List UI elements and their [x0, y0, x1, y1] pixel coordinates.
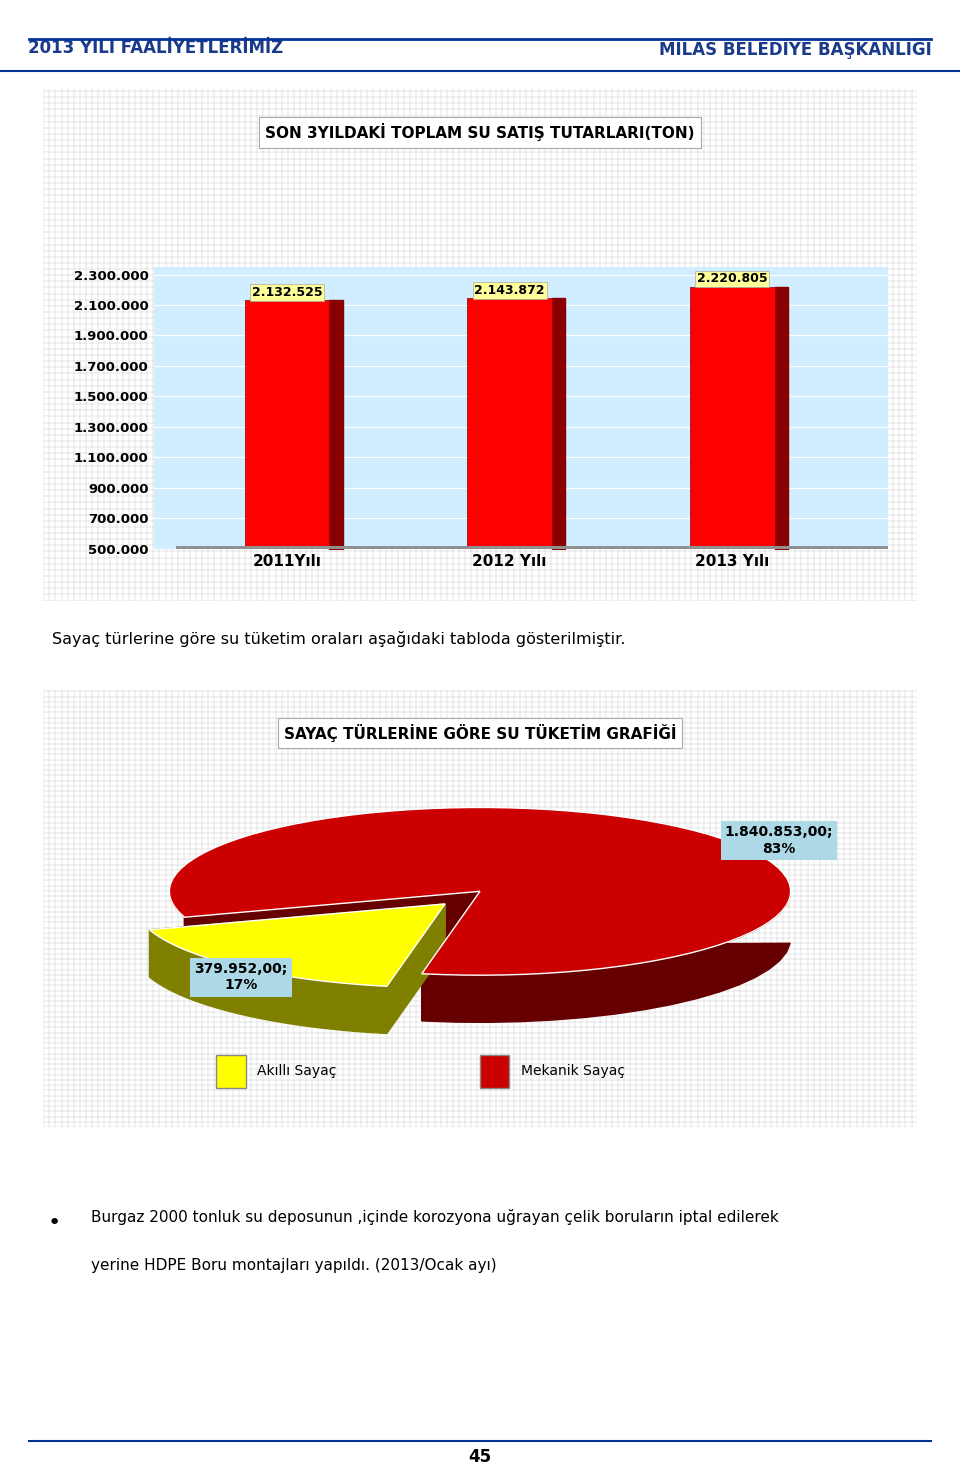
Polygon shape	[150, 905, 445, 986]
Text: Mekanik Sayaç: Mekanik Sayaç	[521, 1065, 625, 1078]
Text: SAYAÇ TÜRLERİNE GÖRE SU TÜKETİM GRAFİĞİ: SAYAÇ TÜRLERİNE GÖRE SU TÜKETİM GRAFİĞİ	[284, 724, 676, 743]
Text: 2.132.525: 2.132.525	[252, 286, 323, 300]
Polygon shape	[171, 896, 790, 1022]
Bar	[217, 1056, 246, 1089]
Polygon shape	[387, 905, 445, 1034]
Text: yerine HDPE Boru montajları yapıldı. (2013/Ocak ayı): yerine HDPE Boru montajları yapıldı. (20…	[91, 1258, 497, 1272]
Bar	[468, 298, 552, 549]
Bar	[176, 546, 955, 552]
Text: SON 3YILDAKİ TOPLAM SU SATIŞ TUTARLARI(TON): SON 3YILDAKİ TOPLAM SU SATIŞ TUTARLARI(T…	[265, 123, 695, 141]
Text: •: •	[47, 1213, 60, 1232]
Polygon shape	[169, 808, 791, 976]
Polygon shape	[421, 891, 480, 1020]
Polygon shape	[150, 905, 445, 977]
Text: 2.220.805: 2.220.805	[697, 273, 768, 285]
Text: 379.952,00;
17%: 379.952,00; 17%	[194, 962, 287, 992]
Text: Sayaç türlerine göre su tüketim oraları aşağıdaki tabloda gösterilmiştir.: Sayaç türlerine göre su tüketim oraları …	[52, 632, 625, 647]
Text: 45: 45	[468, 1447, 492, 1467]
Bar	[690, 286, 775, 549]
Bar	[480, 1056, 510, 1089]
Text: Akıllı Sayaç: Akıllı Sayaç	[257, 1065, 337, 1078]
Text: Burgaz 2000 tonluk su deposunun ,içinde korozyona uğrayan çelik boruların iptal : Burgaz 2000 tonluk su deposunun ,içinde …	[91, 1209, 780, 1225]
Polygon shape	[184, 891, 480, 964]
Bar	[245, 300, 329, 549]
Text: 2.143.872: 2.143.872	[474, 285, 545, 297]
Text: MİLAS BELEDİYE BAŞKANLIĞI: MİLAS BELEDİYE BAŞKANLIĞI	[659, 37, 931, 59]
Polygon shape	[150, 930, 387, 1034]
Text: 2013 YILI FAALİYETLERİMİZ: 2013 YILI FAALİYETLERİMİZ	[29, 39, 283, 58]
Text: 1.840.853,00;
83%: 1.840.853,00; 83%	[725, 826, 833, 856]
